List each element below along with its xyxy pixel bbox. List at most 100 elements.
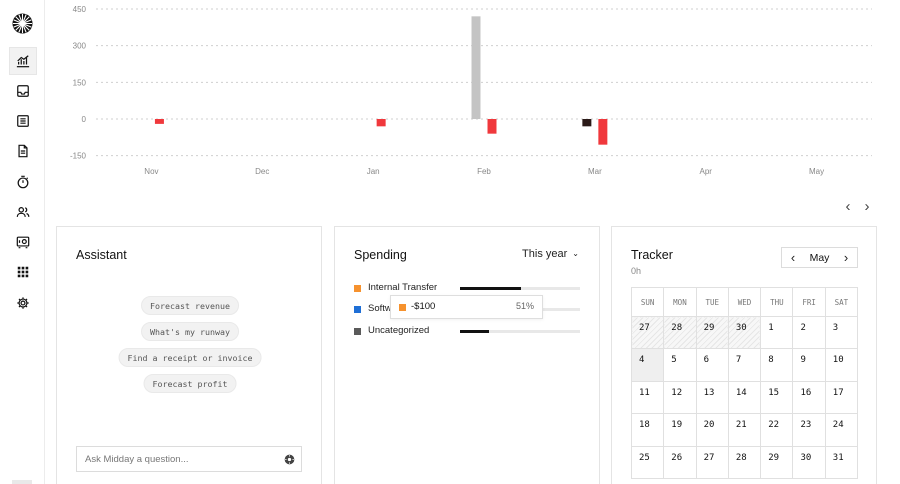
- calendar-day[interactable]: 17: [824, 380, 859, 415]
- calendar-day[interactable]: 30: [792, 445, 826, 479]
- settings-icon[interactable]: [284, 454, 295, 465]
- calendar-day[interactable]: 31: [824, 445, 859, 479]
- y-tick-label: -150: [70, 152, 87, 161]
- calendar-week: 18 19 20 21 22 23 24: [630, 413, 859, 447]
- calendar-day[interactable]: 6: [695, 348, 729, 382]
- sidebar-item-inbox[interactable]: [9, 77, 37, 105]
- chart-icon: [16, 55, 30, 68]
- calendar-day[interactable]: 12: [663, 380, 697, 415]
- calendar-day[interactable]: 27: [695, 445, 729, 479]
- weekday-label: TUE: [695, 287, 729, 317]
- sidebar-item-invoices[interactable]: [9, 137, 37, 165]
- assistant-card: Assistant Forecast revenue What's my run…: [56, 226, 322, 484]
- calendar-day[interactable]: 1: [760, 315, 794, 350]
- month-label: May: [809, 252, 830, 264]
- calendar-day[interactable]: 26: [663, 445, 697, 479]
- category-label: Uncategorized: [368, 325, 430, 336]
- users-icon: [16, 207, 30, 217]
- suggestion-chip[interactable]: Find a receipt or invoice: [118, 348, 262, 367]
- spending-title: Spending: [354, 248, 407, 262]
- calendar-day[interactable]: 16: [792, 380, 826, 415]
- calendar-day[interactable]: 5: [663, 348, 697, 382]
- sidebar-item-tracker[interactable]: [9, 168, 37, 196]
- x-tick-label: Nov: [144, 167, 158, 176]
- next-month-button[interactable]: ›: [843, 250, 849, 265]
- gear-icon: [17, 297, 29, 309]
- category-swatch: [354, 285, 361, 292]
- spending-card: Spending This year ⌄ Internal Transfer So…: [334, 226, 600, 484]
- document-icon: [18, 144, 28, 158]
- calendar-day[interactable]: 30: [727, 315, 762, 350]
- suggestion-chip[interactable]: Forecast revenue: [141, 296, 239, 315]
- chart-bar[interactable]: [154, 119, 164, 124]
- ask-input[interactable]: [77, 447, 267, 471]
- chart-bar[interactable]: [376, 119, 386, 127]
- calendar-week: 11 12 13 14 15 16 17: [630, 380, 859, 415]
- category-label: Software: [368, 303, 406, 314]
- chart-next-button[interactable]: ›: [864, 198, 870, 215]
- calendar-week: 4 5 6 7 8 9 10: [630, 348, 859, 382]
- calendar-day[interactable]: 28: [663, 315, 697, 350]
- sidebar-item-settings[interactable]: [9, 289, 37, 317]
- calendar-day[interactable]: 8: [760, 348, 794, 382]
- sidebar-item-transactions[interactable]: [9, 107, 37, 135]
- calendar-day[interactable]: 20: [695, 413, 729, 447]
- calendar-day[interactable]: 19: [663, 413, 697, 447]
- calendar-day[interactable]: 27: [630, 315, 665, 350]
- chart-prev-button[interactable]: ‹: [845, 198, 851, 215]
- sidebar-item-customers[interactable]: [9, 198, 37, 226]
- sidebar-item-apps[interactable]: [9, 258, 37, 286]
- tooltip-amount: -$100: [411, 301, 436, 312]
- sidebar-item-overview[interactable]: [9, 47, 37, 75]
- calendar-day[interactable]: 28: [727, 445, 762, 479]
- calendar-day[interactable]: 21: [727, 413, 762, 447]
- calendar-day[interactable]: 4: [630, 348, 665, 382]
- calendar-day[interactable]: 29: [760, 445, 794, 479]
- ask-box: [76, 446, 302, 472]
- prev-month-button[interactable]: ‹: [790, 250, 796, 265]
- calendar-day[interactable]: 10: [824, 348, 859, 382]
- category-bar-fill: [460, 330, 489, 333]
- category-bar-fill: [460, 287, 522, 290]
- period-select[interactable]: This year ⌄: [522, 248, 579, 260]
- category-label: Internal Transfer: [368, 282, 438, 293]
- calendar-day[interactable]: 2: [792, 315, 826, 350]
- weekday-label: FRI: [792, 287, 826, 317]
- calendar-day[interactable]: 14: [727, 380, 762, 415]
- calendar-day[interactable]: 23: [792, 413, 826, 447]
- suggestion-chip[interactable]: Forecast profit: [143, 374, 237, 393]
- calendar-day[interactable]: 22: [760, 413, 794, 447]
- calendar-day[interactable]: 9: [792, 348, 826, 382]
- spending-row[interactable]: Internal Transfer: [354, 282, 582, 296]
- calendar-day[interactable]: 24: [824, 413, 859, 447]
- calendar-day[interactable]: 3: [824, 315, 859, 350]
- chart-bar[interactable]: [598, 119, 608, 145]
- chart-bar[interactable]: [582, 119, 592, 127]
- suggestion-chip[interactable]: What's my runway: [141, 322, 239, 341]
- calendar-week: 25 26 27 28 29 30 31: [630, 445, 859, 479]
- y-tick-label: 0: [82, 115, 87, 124]
- chart-canvas: 450 300 150 0 -150 Nov Dec Jan Feb Mar Apr May: [70, 5, 872, 176]
- logo-icon: [12, 13, 33, 34]
- calendar-body: 27 28 29 30 1 2 3 4 5 6 7 8 9 10 11 12 13 14 15 16 17 18 19 20 2…: [630, 315, 859, 479]
- y-tick-label: 150: [73, 78, 87, 87]
- x-tick-label: Dec: [255, 167, 269, 176]
- calendar-day[interactable]: 13: [695, 380, 729, 415]
- inbox-icon: [17, 85, 29, 97]
- calendar-day[interactable]: 11: [630, 380, 665, 415]
- tooltip-percent: 51%: [515, 301, 534, 311]
- calendar-day[interactable]: 7: [727, 348, 762, 382]
- calendar-day[interactable]: 25: [630, 445, 665, 479]
- spending-row[interactable]: Uncategorized: [354, 325, 582, 339]
- weekday-header: SUN MON TUE WED THU FRI SAT: [630, 287, 859, 317]
- calendar-week: 27 28 29 30 1 2 3: [630, 315, 859, 350]
- calendar-day[interactable]: 29: [695, 315, 729, 350]
- weekday-label: THU: [760, 287, 794, 317]
- calendar-day[interactable]: 15: [760, 380, 794, 415]
- chart-bar[interactable]: [487, 119, 497, 134]
- category-swatch: [354, 306, 361, 313]
- chart-bar[interactable]: [471, 16, 481, 119]
- sidebar-item-vault[interactable]: [9, 228, 37, 256]
- vault-icon: [16, 236, 30, 249]
- calendar-day[interactable]: 18: [630, 413, 665, 447]
